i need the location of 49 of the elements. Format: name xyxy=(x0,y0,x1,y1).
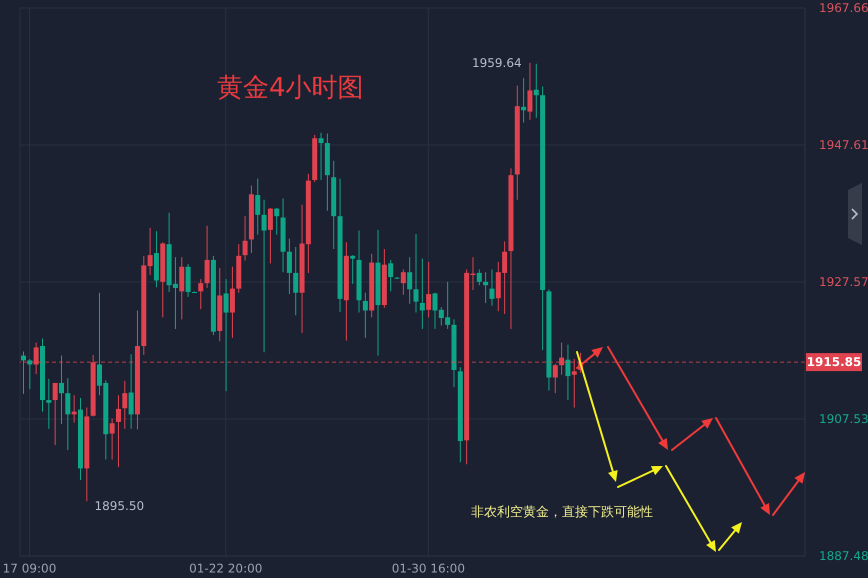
candlestick xyxy=(224,278,229,392)
annotation: 非农利空黄金，直接下跌可能性 xyxy=(471,504,653,521)
candlestick xyxy=(110,418,115,460)
candlestick xyxy=(565,344,570,401)
candlestick xyxy=(46,378,52,430)
candlestick xyxy=(242,216,248,262)
y-tick-label: 1947.61 xyxy=(819,138,868,152)
candlestick xyxy=(122,380,128,430)
annotation: 1959.64 xyxy=(472,56,522,70)
text: 黄金4小时图 xyxy=(217,72,364,105)
candlestick xyxy=(420,258,425,330)
ref-line-label: 1915.85 xyxy=(806,355,862,370)
candlestick xyxy=(527,62,532,120)
y-tick-label: 1967.66 xyxy=(819,1,868,15)
candlestick xyxy=(318,132,324,180)
candlestick xyxy=(58,355,64,424)
candlestick xyxy=(268,207,273,264)
candlestick xyxy=(293,246,298,316)
x-tick-label: 01-30 16:00 xyxy=(392,562,465,576)
x-tick-label: 01-22 20:00 xyxy=(189,562,262,576)
candlestick xyxy=(414,233,418,314)
candlestick xyxy=(407,256,412,304)
candlestick xyxy=(350,254,356,284)
candlestick xyxy=(552,363,558,394)
candlestick xyxy=(128,354,134,430)
candlestick xyxy=(476,268,482,286)
candlestick xyxy=(489,268,494,306)
candlestick xyxy=(274,207,280,236)
y-tick-label: 1927.57 xyxy=(819,275,868,289)
candlestick xyxy=(198,278,204,310)
candlestick xyxy=(388,259,394,292)
candlestick xyxy=(426,261,432,318)
y-tick-label: 1907.53 xyxy=(819,412,868,426)
candlestick xyxy=(362,292,368,338)
annotation: 1895.50 xyxy=(94,499,144,514)
candlestick xyxy=(21,351,26,394)
candlestick xyxy=(116,394,121,468)
candlestick xyxy=(65,378,70,450)
candlestick xyxy=(52,382,58,446)
candlestick xyxy=(255,178,260,236)
x-tick-label: 17 09:00 xyxy=(2,562,56,576)
candlestick xyxy=(400,268,406,296)
candlestick xyxy=(72,394,77,424)
y-tick-label: 1887.48 xyxy=(819,549,868,563)
candlestick xyxy=(286,238,292,295)
candlestick xyxy=(262,199,267,353)
candlestick xyxy=(534,63,539,118)
candlestick xyxy=(204,225,210,288)
candlestick xyxy=(230,266,235,338)
